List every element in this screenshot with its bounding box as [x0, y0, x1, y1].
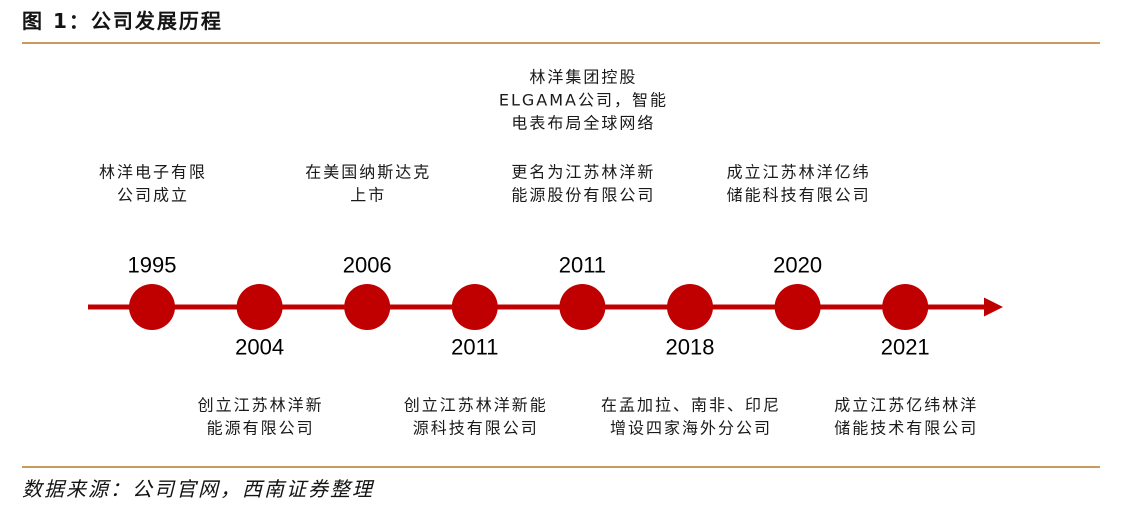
milestone-year: 2018 [666, 335, 715, 360]
milestone-event-line: 成立江苏林洋亿纬 [727, 163, 871, 182]
milestone-event-line: 在孟加拉、南非、印尼 [601, 396, 781, 415]
milestone-event-line: 储能技术有限公司 [834, 419, 978, 438]
milestone-year: 2011 [451, 335, 498, 360]
milestone-year: 2021 [881, 335, 930, 360]
milestone-year: 2004 [235, 335, 284, 360]
milestone-marker [236, 284, 283, 330]
milestone-event-line: 公司成立 [117, 186, 189, 205]
milestone-marker [344, 284, 391, 330]
timeline-arrow-head [984, 297, 1003, 317]
top-rule [22, 42, 1100, 44]
milestone-event-line: 成立江苏亿纬林洋 [834, 396, 978, 415]
milestone-event-line: 增设四家海外分公司 [610, 419, 772, 438]
milestone-marker [882, 284, 929, 330]
milestone-event-line: ELGAMA公司，智能 [499, 91, 668, 110]
milestone-event-line: 林洋集团控股 [529, 68, 637, 87]
milestone-event-line: 源科技有限公司 [413, 419, 539, 438]
milestone-marker [559, 284, 606, 330]
milestone-year: 1995 [128, 253, 177, 278]
milestone-marker [129, 284, 175, 330]
milestone-event-line: 能源有限公司 [207, 419, 315, 438]
milestone-event-line: 能源股份有限公司 [511, 186, 655, 205]
milestone-year: 2011 [559, 253, 606, 278]
milestone-marker [451, 284, 498, 330]
figure-title: 图 1：公司发展历程 [22, 9, 223, 33]
milestone-marker [667, 284, 713, 330]
bottom-rule [22, 466, 1100, 468]
milestone-event-line: 在美国纳斯达克 [305, 163, 431, 182]
milestone-event-line: 创立江苏林洋新 [198, 396, 324, 415]
milestone-event-line: 创立江苏林洋新能 [404, 396, 548, 415]
milestone-year: 2006 [343, 253, 392, 278]
milestone-event-line: 更名为江苏林洋新 [511, 163, 655, 182]
milestone-event-line: 上市 [350, 186, 386, 205]
milestone-event-line: 林洋电子有限 [99, 163, 207, 182]
milestone-event-line: 电表布局全球网络 [511, 114, 655, 133]
milestone-event-line: 储能科技有限公司 [727, 186, 871, 205]
figure-source: 数据来源：公司官网，西南证券整理 [22, 477, 374, 501]
milestone: 2011林洋集团控股ELGAMA公司，智能电表布局全球网络更名为江苏林洋新能源股… [499, 68, 668, 330]
milestone-marker [774, 284, 821, 330]
milestone-year: 2020 [773, 253, 822, 278]
